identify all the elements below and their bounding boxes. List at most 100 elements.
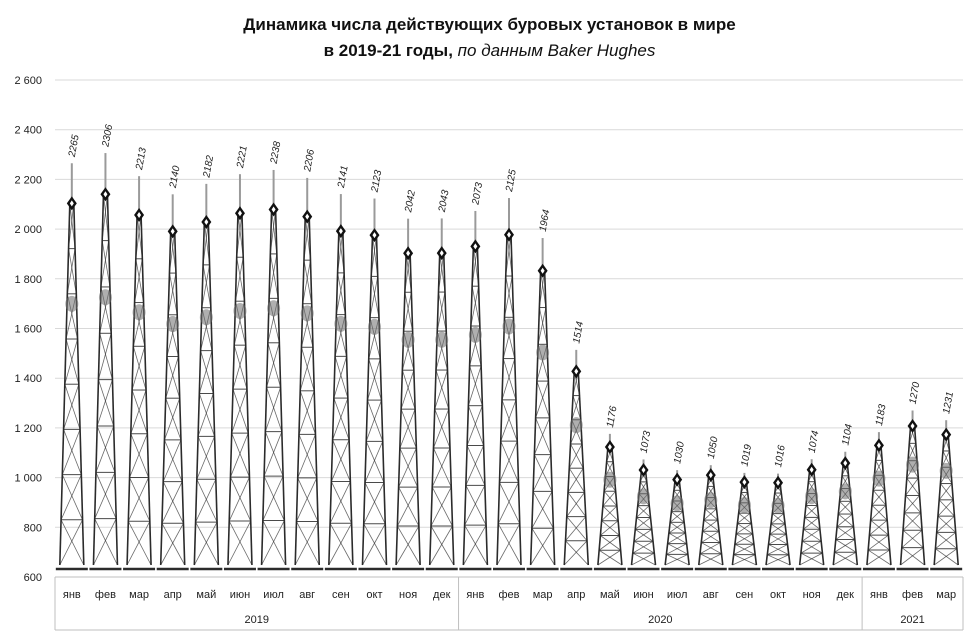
x-tick-label: янв	[466, 589, 484, 601]
data-label: 2206	[302, 148, 317, 173]
data-label: 2213	[134, 146, 149, 171]
x-tick-label: фев	[498, 589, 519, 601]
x-tick-label: авг	[703, 589, 719, 601]
x-tick-label: мар	[129, 589, 149, 601]
data-label: 1964	[538, 208, 553, 232]
x-tick-label: авг	[299, 589, 315, 601]
x-tick-label: мар	[533, 589, 553, 601]
bar-tower	[862, 432, 895, 571]
x-tick-label: ноя	[803, 589, 821, 601]
y-tick-label: 1 800	[14, 274, 42, 286]
bar-tower	[123, 176, 156, 571]
data-label: 2125	[504, 168, 519, 193]
data-label: 1073	[639, 430, 654, 454]
bar-tower	[392, 218, 425, 571]
bar-tower	[358, 198, 391, 571]
bar-tower	[324, 194, 357, 571]
bar-tower	[560, 349, 593, 571]
data-label: 2043	[437, 189, 452, 214]
x-tick-label: окт	[366, 589, 382, 601]
bar-tower	[762, 473, 795, 571]
data-label: 2141	[336, 165, 351, 190]
chart-title-block: Динамика числа действующих буровых устан…	[0, 12, 979, 64]
bar-tower	[728, 472, 761, 571]
x-tick-label: апр	[567, 589, 585, 601]
data-label: 1270	[908, 381, 923, 405]
x-tick-label: янв	[63, 589, 81, 601]
x-tick-label: дек	[837, 589, 855, 601]
bar-tower	[526, 238, 559, 571]
y-tick-label: 800	[24, 522, 42, 534]
chart-subtitle-italic: по данным Baker Hughes	[457, 41, 656, 60]
x-tick-label: дек	[433, 589, 451, 601]
data-label: 1183	[874, 403, 889, 427]
data-label: 2073	[470, 181, 485, 206]
data-label: 2306	[100, 123, 115, 148]
y-tick-label: 1 000	[14, 473, 42, 485]
chart-title: Динамика числа действующих буровых устан…	[243, 15, 736, 34]
data-label: 2123	[369, 169, 384, 194]
data-label: 1514	[571, 320, 586, 344]
y-tick-label: 600	[24, 572, 42, 584]
x-tick-label: окт	[770, 589, 786, 601]
chart-subtitle-bold: в 2019-21 годы,	[323, 41, 453, 60]
bar-tower	[593, 433, 626, 571]
data-label: 1104	[840, 423, 855, 447]
data-label: 2221	[235, 145, 250, 170]
data-label: 2238	[269, 140, 284, 165]
x-tick-label: мар	[936, 589, 956, 601]
data-label: 1050	[706, 435, 721, 459]
bar-tower	[156, 194, 189, 571]
bar-tower	[459, 210, 492, 571]
chart-subtitle: в 2019-21 годы, по данным Baker Hughes	[0, 38, 979, 64]
x-tick-label: фев	[95, 589, 116, 601]
y-tick-label: 1 200	[14, 423, 42, 435]
x-tick-label: янв	[870, 589, 888, 601]
y-tick-label: 2 600	[14, 75, 42, 87]
bar-tower	[425, 218, 458, 571]
year-label: 2021	[900, 614, 924, 626]
x-tick-label: июн	[230, 589, 250, 601]
x-tick-label: июн	[633, 589, 653, 601]
x-tick-label: фев	[902, 589, 923, 601]
bar-tower	[190, 183, 223, 571]
data-label: 1030	[672, 440, 687, 464]
data-label: 1019	[740, 443, 755, 467]
bar-tower	[223, 174, 256, 571]
data-label: 1016	[773, 444, 788, 468]
x-tick-label: июл	[667, 589, 688, 601]
bar-tower	[896, 410, 929, 571]
y-tick-label: 2 400	[14, 125, 42, 137]
x-tick-label: сен	[736, 589, 754, 601]
bar-tower	[694, 465, 727, 571]
y-tick-label: 2 200	[14, 174, 42, 186]
data-label: 2042	[403, 189, 418, 214]
bar-tower	[257, 169, 290, 571]
bar-tower	[829, 451, 862, 571]
data-label: 2140	[168, 165, 183, 190]
y-tick-label: 1 400	[14, 373, 42, 385]
y-tick-label: 2 000	[14, 224, 42, 236]
x-tick-label: май	[196, 589, 216, 601]
y-tick-label: 1 600	[14, 324, 42, 336]
data-label: 1231	[941, 391, 956, 415]
x-tick-label: июл	[263, 589, 284, 601]
bar-tower	[291, 177, 324, 571]
data-label: 1176	[605, 405, 620, 429]
bar-tower	[930, 420, 963, 571]
bar-tower	[55, 163, 88, 571]
x-tick-label: сен	[332, 589, 350, 601]
x-tick-label: ноя	[399, 589, 417, 601]
bar-tower	[89, 153, 122, 571]
bar-tower	[493, 198, 525, 571]
data-label: 2265	[67, 134, 82, 159]
x-tick-label: май	[600, 589, 620, 601]
bar-tower	[661, 470, 694, 571]
data-label: 1074	[807, 429, 822, 453]
year-label: 2020	[648, 614, 672, 626]
year-label: 2019	[245, 614, 269, 626]
data-label: 2182	[201, 154, 216, 179]
bar-tower	[795, 459, 828, 571]
